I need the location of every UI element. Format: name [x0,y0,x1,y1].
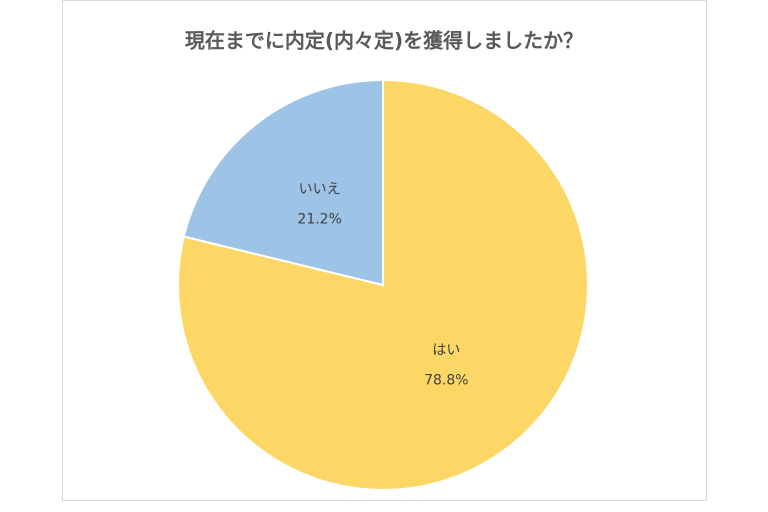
pie-slice [177,78,589,491]
pie-slice [182,78,384,287]
slice-category-label: いいえ [299,181,341,197]
slice-value-label: 21.2% [297,211,341,227]
slice-value-label: 78.8% [424,373,468,389]
chart-title: 現在までに内定(内々定)を獲得しましたか？ [185,29,583,53]
slice-category-label: はい [432,343,460,359]
